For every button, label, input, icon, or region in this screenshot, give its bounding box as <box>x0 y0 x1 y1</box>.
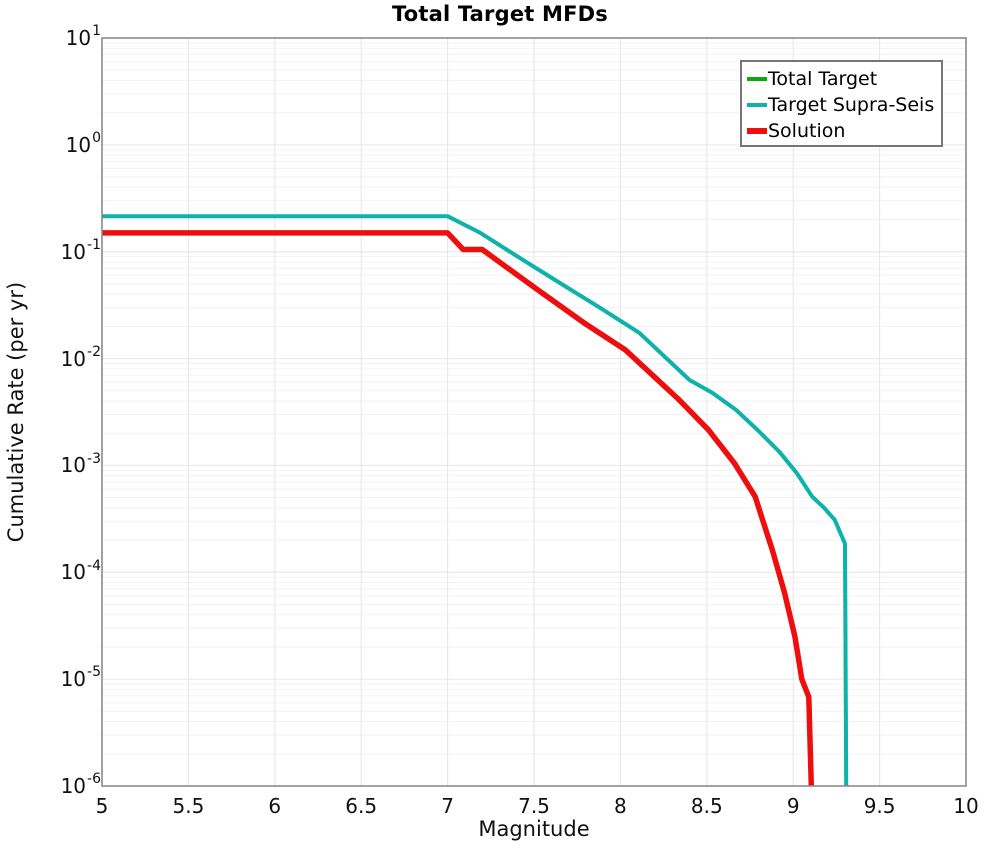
legend: Total Target Target Supra-Seis Solution <box>740 60 943 147</box>
x-tick-label: 9.5 <box>863 794 896 818</box>
y-tick-label: 10-5 <box>60 664 101 692</box>
y-tick-label: 10-2 <box>60 343 101 371</box>
y-tick-label: 101 <box>65 23 101 50</box>
x-tick-label: 8.5 <box>690 794 723 818</box>
y-tick-label: 10-6 <box>60 771 101 798</box>
x-tick-label: 10 <box>953 794 979 818</box>
legend-item: Total Target <box>747 66 936 92</box>
legend-swatch-line <box>747 103 767 107</box>
x-tick-label: 8 <box>614 794 627 818</box>
legend-item-label: Total Target <box>768 68 878 90</box>
legend-item-label: Solution <box>768 120 846 142</box>
y-tick-label: 10-1 <box>60 237 101 264</box>
x-tick-label: 6 <box>268 794 282 818</box>
legend-item: Target Supra-Seis <box>747 92 936 118</box>
x-tick-label: 9 <box>786 794 800 818</box>
x-tick-label: 5 <box>95 794 109 818</box>
x-tick-label: 7.5 <box>518 794 550 818</box>
x-tick-label: 7 <box>441 794 454 818</box>
y-axis-title: Cumulative Rate (per yr) <box>4 281 28 543</box>
legend-item: Solution <box>747 118 936 144</box>
legend-swatch-line <box>747 77 767 81</box>
legend-item-label: Target Supra-Seis <box>768 94 935 116</box>
x-tick-label: 5.5 <box>172 794 205 818</box>
series-line-target-supra-seis <box>102 214 849 787</box>
y-tick-label: 10-4 <box>60 557 101 585</box>
x-tick-label: 6.5 <box>345 794 378 818</box>
series-line-solution <box>102 230 815 787</box>
plot-border <box>101 37 967 787</box>
chart-title: Total Target MFDs <box>391 2 609 26</box>
y-tick-label: 100 <box>65 130 101 157</box>
y-tick-label: 10-3 <box>60 450 101 478</box>
legend-swatch-line <box>747 128 767 134</box>
x-axis-title: Magnitude <box>478 817 590 841</box>
